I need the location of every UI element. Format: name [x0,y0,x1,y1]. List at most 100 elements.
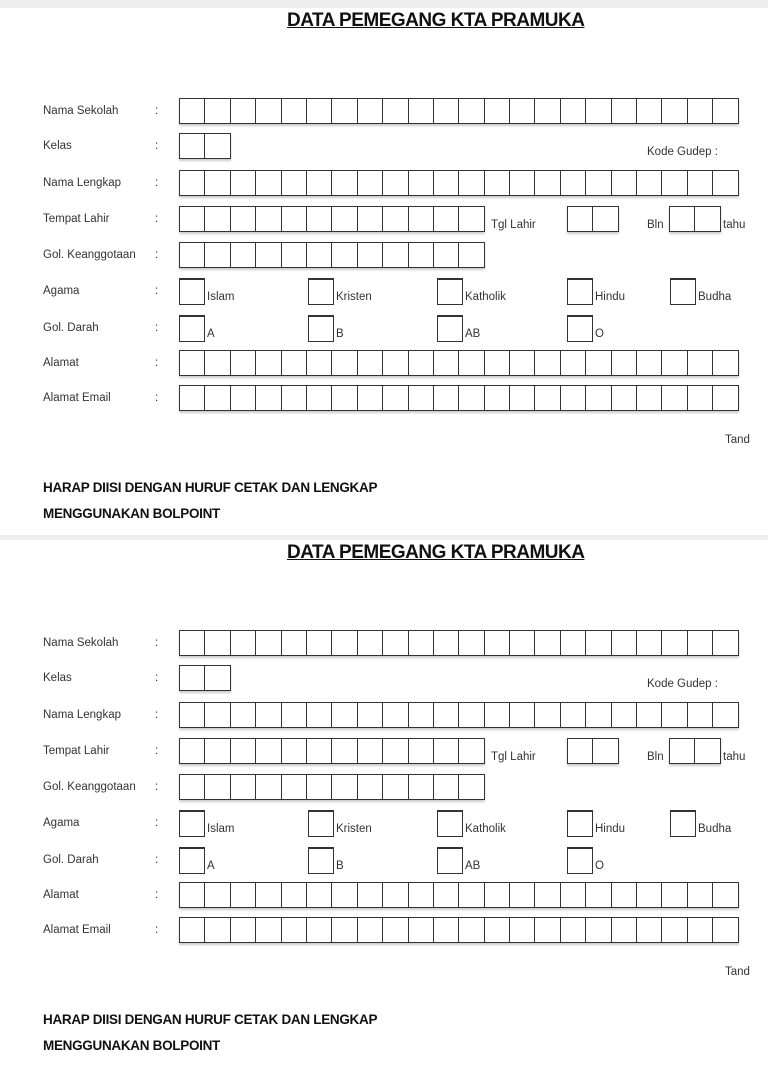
char-cell[interactable] [358,351,384,375]
char-cell[interactable] [282,631,307,655]
char-cell[interactable] [510,883,536,907]
char-cell[interactable] [459,775,485,799]
char-cell[interactable] [180,351,206,375]
char-cell[interactable] [282,351,307,375]
char-cell[interactable] [256,703,282,727]
char-cell[interactable] [434,99,460,123]
char-cell[interactable] [383,171,409,195]
char-cell[interactable] [662,386,688,410]
char-cell[interactable] [383,243,409,267]
char-cell[interactable] [586,703,612,727]
char-cell[interactable] [688,99,714,123]
char-cell[interactable] [713,99,739,123]
char-cell[interactable] [383,739,409,763]
char-cell[interactable] [307,918,333,942]
char-cell[interactable] [358,99,384,123]
char-cell[interactable] [459,243,485,267]
input-tgl-lahir[interactable] [567,206,619,232]
checkbox-gol-darah[interactable] [179,847,205,874]
char-cell[interactable] [231,918,257,942]
char-cell[interactable] [231,351,257,375]
char-cell[interactable] [612,351,638,375]
char-cell[interactable] [180,918,206,942]
char-cell[interactable] [307,386,333,410]
char-cell[interactable] [459,171,485,195]
char-cell[interactable] [383,631,409,655]
char-cell[interactable] [662,883,688,907]
char-cell[interactable] [695,739,721,763]
char-cell[interactable] [662,171,688,195]
char-cell[interactable] [612,918,638,942]
char-cell[interactable] [434,918,460,942]
char-cell[interactable] [205,631,231,655]
char-cell[interactable] [561,631,587,655]
checkbox-gol-darah[interactable] [567,315,593,342]
input-alamat[interactable] [179,350,739,376]
char-cell[interactable] [409,739,434,763]
char-cell[interactable] [180,775,206,799]
char-cell[interactable] [586,631,612,655]
char-cell[interactable] [713,631,739,655]
char-cell[interactable] [332,351,358,375]
char-cell[interactable] [459,918,485,942]
char-cell[interactable] [205,171,231,195]
char-cell[interactable] [180,207,206,231]
char-cell[interactable] [205,99,231,123]
char-cell[interactable] [358,883,384,907]
char-cell[interactable] [383,703,409,727]
input-alamat_email[interactable] [179,385,739,411]
char-cell[interactable] [535,703,561,727]
char-cell[interactable] [231,99,257,123]
char-cell[interactable] [434,351,460,375]
char-cell[interactable] [510,703,536,727]
char-cell[interactable] [180,243,206,267]
char-cell[interactable] [637,883,663,907]
char-cell[interactable] [180,134,206,158]
char-cell[interactable] [332,171,358,195]
checkbox-agama[interactable] [670,810,696,837]
char-cell[interactable] [485,351,511,375]
char-cell[interactable] [282,243,307,267]
checkbox-agama[interactable] [567,810,593,837]
char-cell[interactable] [256,171,282,195]
char-cell[interactable] [205,703,231,727]
char-cell[interactable] [670,739,696,763]
char-cell[interactable] [561,171,587,195]
char-cell[interactable] [612,883,638,907]
char-cell[interactable] [510,99,536,123]
char-cell[interactable] [688,703,714,727]
char-cell[interactable] [180,739,206,763]
char-cell[interactable] [383,207,409,231]
char-cell[interactable] [561,386,587,410]
char-cell[interactable] [358,739,384,763]
char-cell[interactable] [688,918,714,942]
checkbox-agama[interactable] [308,810,334,837]
char-cell[interactable] [256,243,282,267]
char-cell[interactable] [409,171,434,195]
char-cell[interactable] [307,351,333,375]
char-cell[interactable] [180,171,206,195]
char-cell[interactable] [358,703,384,727]
char-cell[interactable] [231,775,257,799]
char-cell[interactable] [713,918,739,942]
char-cell[interactable] [459,99,485,123]
char-cell[interactable] [535,99,561,123]
char-cell[interactable] [180,883,206,907]
char-cell[interactable] [307,99,333,123]
char-cell[interactable] [561,883,587,907]
char-cell[interactable] [586,171,612,195]
char-cell[interactable] [205,775,231,799]
char-cell[interactable] [713,386,739,410]
char-cell[interactable] [586,386,612,410]
char-cell[interactable] [510,918,536,942]
char-cell[interactable] [205,243,231,267]
char-cell[interactable] [586,351,612,375]
input-bln[interactable] [669,738,721,764]
checkbox-agama[interactable] [308,278,334,305]
char-cell[interactable] [205,351,231,375]
char-cell[interactable] [434,207,460,231]
char-cell[interactable] [535,386,561,410]
char-cell[interactable] [485,171,511,195]
char-cell[interactable] [561,351,587,375]
char-cell[interactable] [256,99,282,123]
